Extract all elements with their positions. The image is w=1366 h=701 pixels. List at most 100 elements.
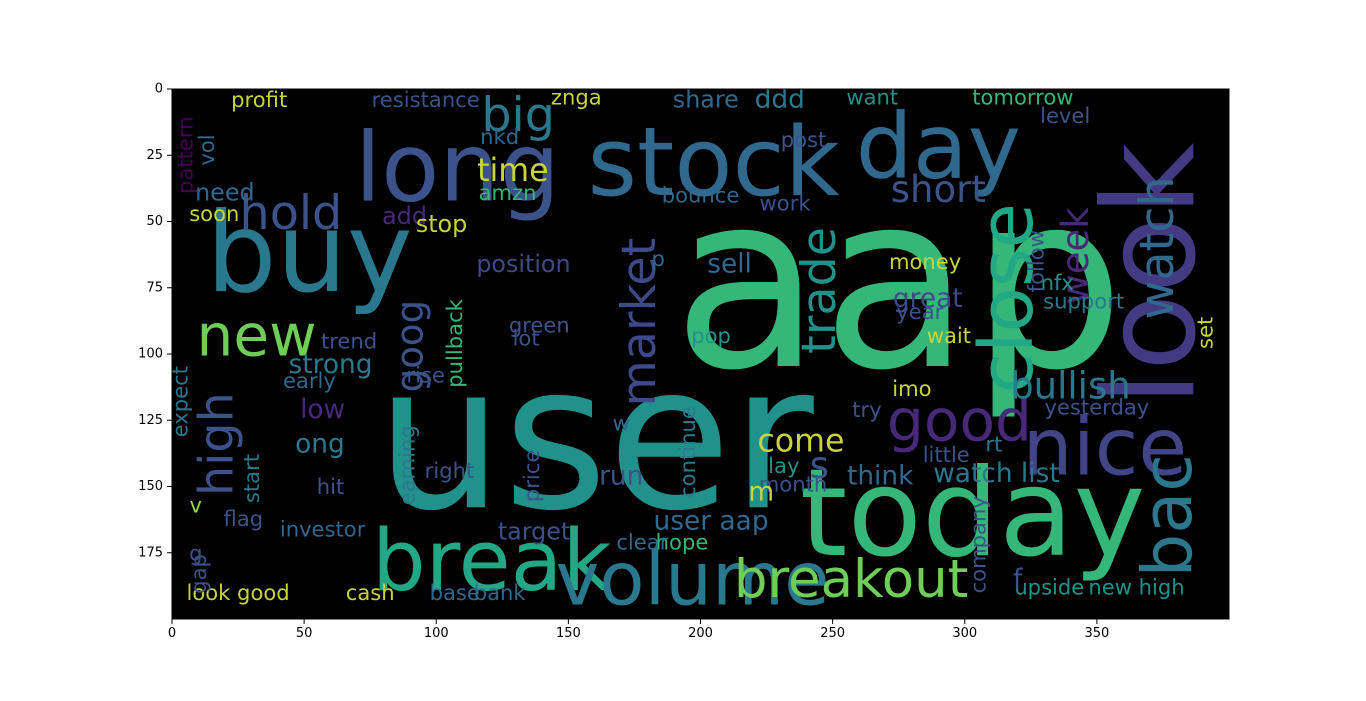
word-v: v	[190, 493, 202, 518]
y-tick-label: 150	[138, 479, 163, 494]
word-position: position	[476, 250, 570, 278]
word-gap: gap	[186, 554, 211, 594]
word-green: green	[509, 312, 570, 337]
word-clear: clear	[616, 530, 668, 555]
word-nfx: nfx	[1041, 270, 1074, 295]
word-high: high	[189, 392, 244, 496]
word-trade: trade	[792, 227, 847, 354]
word-long: long	[355, 114, 560, 224]
word-imo: imo	[892, 376, 931, 401]
word-soon: soon	[189, 201, 239, 226]
y-tick-label: 75	[146, 280, 163, 295]
word-think: think	[847, 460, 914, 491]
word-look-good: look good	[186, 580, 289, 605]
word-wait: wait	[927, 323, 971, 348]
word-strong: strong	[289, 349, 373, 380]
word-new-high: new high	[1088, 575, 1184, 600]
word-hope: hope	[656, 530, 709, 555]
word-watch: watch	[1130, 176, 1185, 319]
word-aap: aap	[673, 141, 1125, 424]
word-company: company	[965, 496, 990, 593]
word-month: month	[759, 471, 827, 496]
word-short: short	[891, 168, 986, 211]
word-tomorrow: tomorrow	[972, 84, 1073, 109]
word-start: start	[239, 454, 264, 503]
word-vol: vol	[194, 134, 219, 165]
word-upside: upside	[1014, 575, 1084, 600]
word-nkd: nkd	[480, 124, 519, 149]
x-tick-label: 300	[952, 626, 977, 641]
word-goog: goog	[388, 300, 431, 392]
word-work: work	[760, 190, 812, 215]
word-want: want	[846, 84, 898, 109]
word-low: low	[300, 394, 345, 425]
word-hold: hold	[240, 186, 343, 241]
word-pop: pop	[691, 323, 731, 348]
word-day: day	[856, 95, 1021, 199]
word-stop: stop	[416, 210, 467, 238]
word-yesterday: yesterday	[1044, 395, 1149, 420]
word-close: close	[964, 203, 1050, 394]
word-expect: expect	[167, 366, 192, 437]
word-today: today	[800, 442, 1146, 584]
x-tick-label: 50	[296, 626, 313, 641]
word-p: p	[652, 246, 665, 271]
word-money: money	[889, 249, 961, 274]
word-breakout: breakout	[734, 549, 968, 610]
word-early: early	[283, 368, 336, 393]
word-level: level	[1040, 103, 1090, 128]
word-come: come	[757, 423, 844, 459]
word-bac: bac	[1128, 454, 1208, 577]
word-price: price	[519, 450, 544, 503]
word-time: time	[477, 153, 549, 189]
word-market: market	[612, 238, 667, 407]
word-hit: hit	[317, 474, 345, 499]
word-great: great	[893, 283, 963, 314]
y-tick-label: 175	[138, 545, 163, 560]
word-new: new	[197, 301, 317, 369]
word-follow: follow	[1024, 230, 1049, 292]
word-break: break	[372, 511, 612, 610]
y-tick-label: 25	[146, 148, 163, 163]
word-pullback: pullback	[442, 298, 467, 387]
word-volume: volume	[556, 536, 830, 622]
word-bank: bank	[474, 580, 527, 605]
word-pattern: pattern	[173, 116, 198, 194]
word-ong: ong	[295, 429, 345, 460]
word-user-aap: user aap	[654, 505, 769, 536]
plot-background	[172, 89, 1229, 619]
word-rise: rise	[406, 363, 445, 388]
word-s: s	[810, 444, 829, 487]
word-set: set	[1193, 317, 1218, 349]
word-g: g	[189, 540, 202, 565]
word-share: share	[673, 86, 739, 114]
word-nice: nice	[1022, 400, 1187, 493]
y-axis: 0 25 50 75 100 125 150 175	[138, 82, 172, 560]
word-continue: continue	[675, 406, 700, 498]
word-need: need	[195, 178, 254, 206]
word-investor: investor	[280, 516, 366, 541]
x-tick-label: 250	[820, 626, 845, 641]
word-base: base	[430, 580, 480, 605]
word-add: add	[382, 202, 427, 230]
x-tick-label: 350	[1084, 626, 1109, 641]
word-buy: buy	[206, 189, 413, 318]
word-trend: trend	[321, 328, 377, 353]
word-m: m	[748, 476, 774, 507]
word-amzn: amzn	[479, 180, 537, 205]
word-earning: earning	[395, 425, 420, 505]
word-play: play	[755, 453, 800, 478]
word-big: big	[481, 88, 555, 143]
word-profit: profit	[231, 87, 287, 112]
word-week: week	[1054, 207, 1097, 305]
word-znga: znga	[551, 84, 602, 109]
x-tick-label: 150	[556, 626, 581, 641]
word-run: run	[599, 460, 643, 491]
word-w: w	[613, 410, 630, 435]
word-bounce: bounce	[662, 183, 740, 208]
word-rt: rt	[985, 432, 1002, 457]
x-tick-label: 200	[688, 626, 713, 641]
word-right: right	[425, 458, 475, 483]
word-post: post	[781, 127, 827, 152]
